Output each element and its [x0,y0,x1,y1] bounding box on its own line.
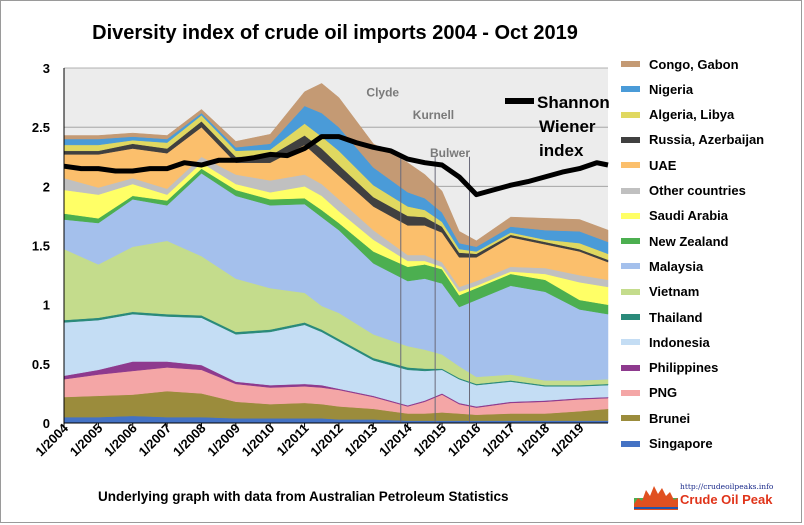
legend-item: Philippines [621,358,718,378]
legend-label: Algeria, Libya [649,107,735,123]
y-tick-label-3: 1.5 [32,239,50,254]
legend-swatch [621,187,640,194]
x-tick-label-15: 1/2019 [548,421,587,460]
legend-swatch [621,86,640,93]
legend-item: Algeria, Libya [621,105,734,125]
x-tick-label-10: 1/2014 [376,420,415,459]
legend-item: PNG [621,383,677,403]
x-tick-label-8: 1/2012 [307,421,346,460]
legend-swatch [621,238,640,245]
legend-item: Singapore [621,434,713,454]
legend-swatch [621,136,640,143]
logo-name: Crude Oil Peak [680,492,773,507]
y-tick-label-5: 2.5 [32,120,50,135]
annotation-bulwer: Bulwer [430,146,470,160]
x-tick-label-11: 1/2015 [410,421,449,460]
legend-label: Malaysia [649,258,704,274]
chart-title: Diversity index of crude oil imports 200… [92,22,578,44]
x-tick-label-2: 1/2006 [101,421,140,460]
legend-label: Russia, Azerbaijan [649,132,765,148]
legend-swatch [621,61,640,67]
x-tick-label-1: 1/2005 [67,421,106,460]
x-tick-label-5: 1/2009 [204,421,243,460]
x-tick-label-6: 1/2010 [239,421,278,460]
x-tick-label-9: 1/2013 [342,421,381,460]
legend-swatch [621,364,640,371]
index-legend-label-1: Wiener [539,117,596,136]
legend-swatch [621,263,640,270]
index-legend-label-0: Shannon [537,93,610,112]
x-tick-label-3: 1/2007 [135,421,174,460]
y-tick-label-0: 0 [43,416,50,431]
legend-swatch [621,212,640,219]
legend-item: Thailand [621,307,702,327]
x-tick-label-0: 1/2004 [32,420,71,459]
chart-footer: Underlying graph with data from Australi… [98,489,509,504]
x-tick-label-13: 1/2017 [479,421,518,460]
legend-item: Indonesia [621,332,710,352]
legend-item: Nigeria [621,79,693,99]
legend-label: Thailand [649,309,703,325]
legend-label: Philippines [649,360,719,376]
y-tick-label-2: 1 [43,298,50,313]
legend-swatch [621,440,640,447]
legend-label: Brunei [649,410,691,426]
legend-item: New Zealand [621,231,728,251]
legend-item: Other countries [621,181,746,201]
logo-url: http://crudeoilpeaks.info [680,482,774,491]
legend-item: Brunei [621,408,690,428]
legend-swatch [621,339,640,346]
legend-swatch [621,389,640,396]
legend-label: Congo, Gabon [649,56,739,72]
y-tick-label-6: 3 [43,61,50,76]
x-tick-label-14: 1/2018 [514,421,553,460]
x-tick-label-12: 1/2016 [445,421,484,460]
y-tick-label-1: 0.5 [32,357,50,372]
legend-swatch [621,111,640,118]
annotation-clyde: Clyde [366,85,399,99]
legend-item: Saudi Arabia [621,206,728,226]
legend-label: Indonesia [649,334,710,350]
shannon-wiener-index-line [63,134,609,198]
legend-swatch [621,314,640,320]
y-tick-label-4: 2 [43,179,50,194]
legend-label: New Zealand [649,233,729,249]
legend-item: Russia, Azerbaijan [621,130,764,150]
legend-swatch [621,162,640,169]
legend-label: Saudi Arabia [649,208,728,224]
legend-label: UAE [649,157,677,173]
legend-swatch [621,288,640,295]
legend-label: Other countries [649,183,746,198]
legend-item: UAE [621,155,676,175]
legend-label: Singapore [649,436,713,451]
legend-item: Congo, Gabon [621,54,739,74]
legend-item: Vietnam [621,282,699,302]
legend-item: Malaysia [621,256,703,276]
legend-label: Nigeria [649,81,694,97]
x-tick-label-7: 1/2011 [273,421,311,459]
area-congo-gabon [63,83,609,247]
legend-label: Vietnam [649,284,700,300]
legend-swatch [621,415,640,422]
crude-oil-peak-logo-icon [634,486,678,510]
x-tick-label-4: 1/2008 [170,421,209,460]
index-legend-label-2: index [539,141,584,160]
annotation-kurnell: Kurnell [413,108,454,122]
legend-label: PNG [649,385,678,401]
